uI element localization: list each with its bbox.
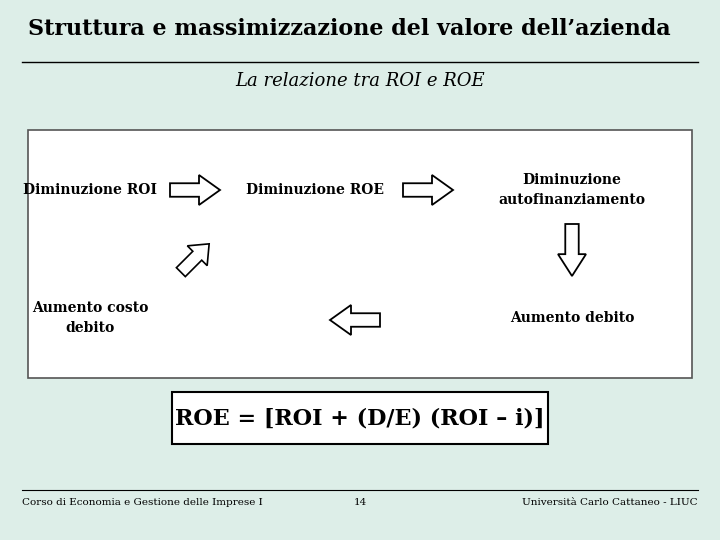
Bar (172, 392, 548, 444)
Text: Struttura e massimizzazione del valore dell’azienda: Struttura e massimizzazione del valore d… (28, 18, 670, 40)
Text: 14: 14 (354, 498, 366, 507)
Text: Corso di Economia e Gestione delle Imprese I: Corso di Economia e Gestione delle Impre… (22, 498, 263, 507)
Bar (28, 130, 692, 378)
Text: Diminuzione
autofinanziamento: Diminuzione autofinanziamento (498, 173, 646, 207)
Text: ROE = [ROI + (D/E) (ROI – i)]: ROE = [ROI + (D/E) (ROI – i)] (175, 407, 545, 429)
Text: Università Carlo Cattaneo - LIUC: Università Carlo Cattaneo - LIUC (523, 498, 698, 507)
Text: Aumento debito: Aumento debito (510, 311, 634, 325)
Text: La relazione tra ROI e ROE: La relazione tra ROI e ROE (235, 72, 485, 90)
Text: Aumento costo
debito: Aumento costo debito (32, 301, 148, 335)
Text: Diminuzione ROE: Diminuzione ROE (246, 183, 384, 197)
Text: Diminuzione ROI: Diminuzione ROI (23, 183, 157, 197)
